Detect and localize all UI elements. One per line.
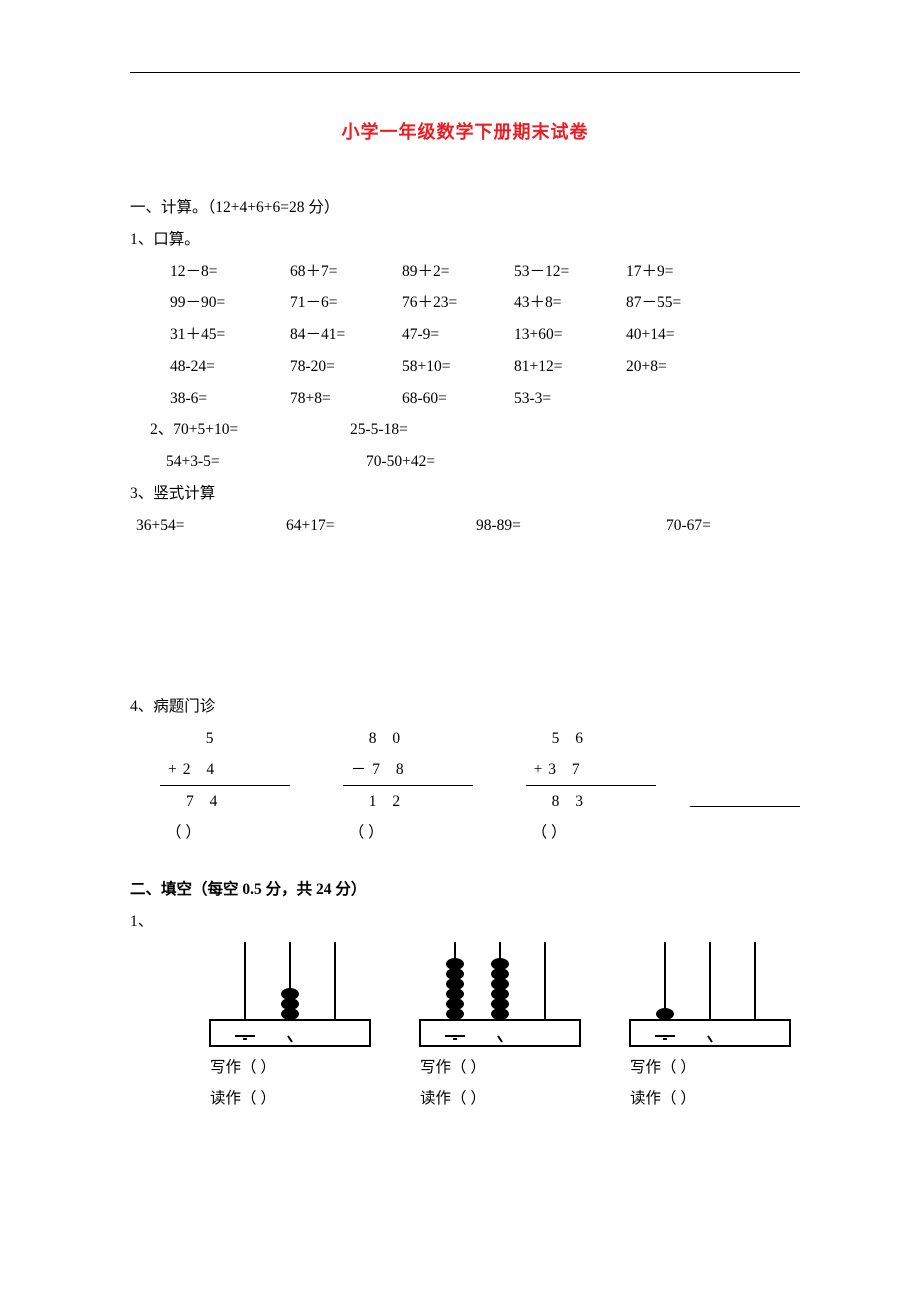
calc-cell: 98-89= [476, 510, 666, 542]
v-paren: （ ） [160, 817, 343, 848]
calc-cell: 99－90= [170, 287, 290, 319]
document-title: 小学一年级数学下册期末试卷 [130, 118, 800, 144]
abacus [410, 942, 590, 1052]
write-label: 写作（ ） [410, 1052, 590, 1083]
calc-cell: 58+10= [402, 351, 514, 383]
calc-row: 31＋45= 84－41= 47-9= 13+60= 40+14= [130, 319, 800, 351]
header-rule [130, 72, 800, 73]
v-result: 8 3 [526, 786, 709, 817]
calc-cell: 64+17= [286, 510, 476, 542]
calc-cell: 31＋45= [170, 319, 290, 351]
write-label: 写作（ ） [200, 1052, 380, 1083]
calc-cell: 71－6= [290, 287, 402, 319]
calc-cell: 53-3= [514, 383, 626, 415]
calc-cell: 70-67= [666, 510, 786, 542]
abacus-write-row: 写作（ ） 写作（ ） 写作（ ） [130, 1052, 800, 1083]
read-label: 读作（ ） [620, 1083, 800, 1114]
calc-cell: 53－12= [514, 256, 626, 288]
calc-cell: 20+8= [626, 351, 738, 383]
spacer [130, 541, 800, 691]
calc-cell: 12－8= [170, 256, 290, 288]
calc-cell: 70+5+10= [173, 421, 238, 438]
v-op: －7 8 [343, 754, 526, 785]
page: 小学一年级数学下册期末试卷 一、计算。（12+4+6+6=28 分） 1、口算。… [0, 0, 920, 1302]
v-top: 5 [160, 723, 343, 754]
v-result: 1 2 [343, 786, 526, 817]
read-label: 读作（ ） [410, 1083, 590, 1114]
calc-cell: 54+3-5= [130, 446, 366, 478]
q2-row: 2、70+5+10= 25-5-18= [130, 414, 800, 446]
spacer [130, 848, 800, 874]
calc-cell: 36+54= [136, 510, 286, 542]
q2-row: 54+3-5= 70-50+42= [130, 446, 800, 478]
q2-1-label: 1、 [130, 906, 200, 938]
v-top: 8 0 [343, 723, 526, 754]
calc-cell: 89＋2= [402, 256, 514, 288]
calc-row: 12－8= 68＋7= 89＋2= 53－12= 17＋9= [130, 256, 800, 288]
calc-cell: 13+60= [514, 319, 626, 351]
calc-cell: 40+14= [626, 319, 738, 351]
q2-label: 2、 [150, 421, 173, 438]
calc-row: 48-24= 78-20= 58+10= 81+12= 20+8= [130, 351, 800, 383]
v-top: 5 6 [526, 723, 709, 754]
calc-cell: 48-24= [170, 351, 290, 383]
calc-cell [626, 383, 738, 415]
abacus [620, 942, 800, 1052]
calc-row: 38-6= 78+8= 68-60= 53-3= [130, 383, 800, 415]
q1-label: 1、口算。 [130, 224, 800, 256]
abacus-read-row: 读作（ ） 读作（ ） 读作（ ） [130, 1083, 800, 1114]
calc-cell: 47-9= [402, 319, 514, 351]
trailing-rule [690, 806, 800, 807]
calc-cell: 43＋8= [514, 287, 626, 319]
vertical-problem: 8 0 －7 8 1 2 （ ） [343, 723, 526, 848]
section1-header: 一、计算。（12+4+6+6=28 分） [130, 192, 800, 224]
write-label: 写作（ ） [620, 1052, 800, 1083]
calc-cell: 38-6= [170, 383, 290, 415]
q3-row: 36+54= 64+17= 98-89= 70-67= [130, 510, 800, 542]
calc-cell: 87－55= [626, 287, 738, 319]
calc-cell: 78+8= [290, 383, 402, 415]
abacus-row [130, 942, 800, 1052]
q3-label: 3、竖式计算 [130, 478, 800, 510]
vertical-problems: 5 +2 4 7 4 （ ） 8 0 －7 8 1 2 （ ） 5 6 +3 7… [130, 723, 800, 848]
v-paren: （ ） [526, 817, 709, 848]
vertical-problem: 5 +2 4 7 4 （ ） [160, 723, 343, 848]
abacus [200, 942, 380, 1052]
v-paren: （ ） [343, 817, 526, 848]
q4-label: 4、病题门诊 [130, 691, 800, 723]
calc-cell: 84－41= [290, 319, 402, 351]
v-result: 7 4 [160, 786, 343, 817]
calc-cell: 70-50+42= [366, 446, 566, 478]
calc-cell: 68＋7= [290, 256, 402, 288]
calc-cell: 81+12= [514, 351, 626, 383]
calc-cell: 25-5-18= [350, 414, 550, 446]
section2-header: 二、填空（每空 0.5 分，共 24 分） [130, 874, 800, 906]
v-op: +2 4 [160, 754, 343, 785]
calc-cell: 78-20= [290, 351, 402, 383]
calc-cell: 68-60= [402, 383, 514, 415]
v-op: +3 7 [526, 754, 709, 785]
calc-cell: 76＋23= [402, 287, 514, 319]
calc-cell: 17＋9= [626, 256, 738, 288]
calc-row: 99－90= 71－6= 76＋23= 43＋8= 87－55= [130, 287, 800, 319]
read-label: 读作（ ） [200, 1083, 380, 1114]
vertical-problem: 5 6 +3 7 8 3 （ ） [526, 723, 709, 848]
